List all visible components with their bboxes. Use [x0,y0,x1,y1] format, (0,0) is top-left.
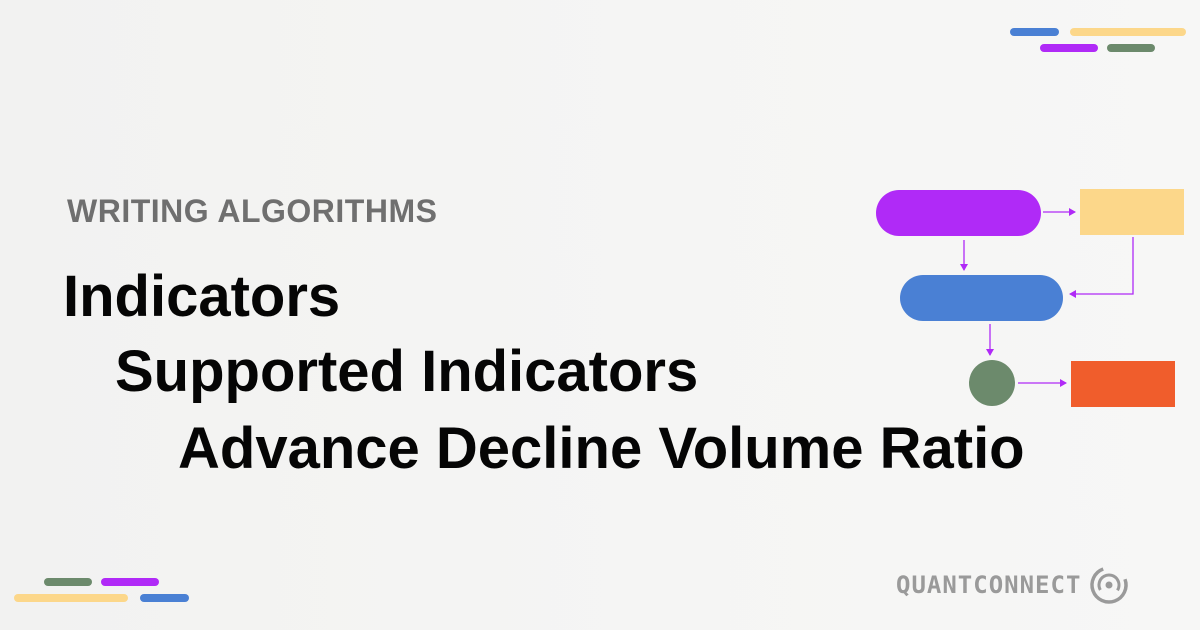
flow-node-blue [900,275,1063,321]
flow-arrow-yellow-to-blue [1069,237,1134,298]
decor-bar-bottom-yellow [14,594,128,602]
decor-bar-bottom-green [44,578,92,586]
flow-node-orange [1071,361,1175,407]
decor-bar-top-yellow [1070,28,1186,36]
quantconnect-logo-icon [1090,566,1129,604]
decor-bar-top-purple [1040,44,1098,52]
flowchart-illustration [876,189,1184,407]
section-eyebrow: WRITING ALGORITHMS [67,193,438,229]
decor-bar-top-green [1107,44,1155,52]
brand-mark: QUANTCONNECT [896,563,1131,607]
decor-bar-top-blue [1010,28,1059,36]
title-line-indicator-name: Advance Decline Volume Ratio [178,416,1025,481]
decor-bar-bottom-purple [101,578,159,586]
brand-name: QUANTCONNECT [896,571,1082,599]
title-line-indicators: Indicators [63,264,341,329]
decor-bar-bottom-blue [140,594,189,602]
flow-node-purple [876,190,1041,236]
flow-node-green [969,360,1015,406]
title-line-supported-indicators: Supported Indicators [115,339,699,404]
flow-node-yellow [1080,189,1184,235]
